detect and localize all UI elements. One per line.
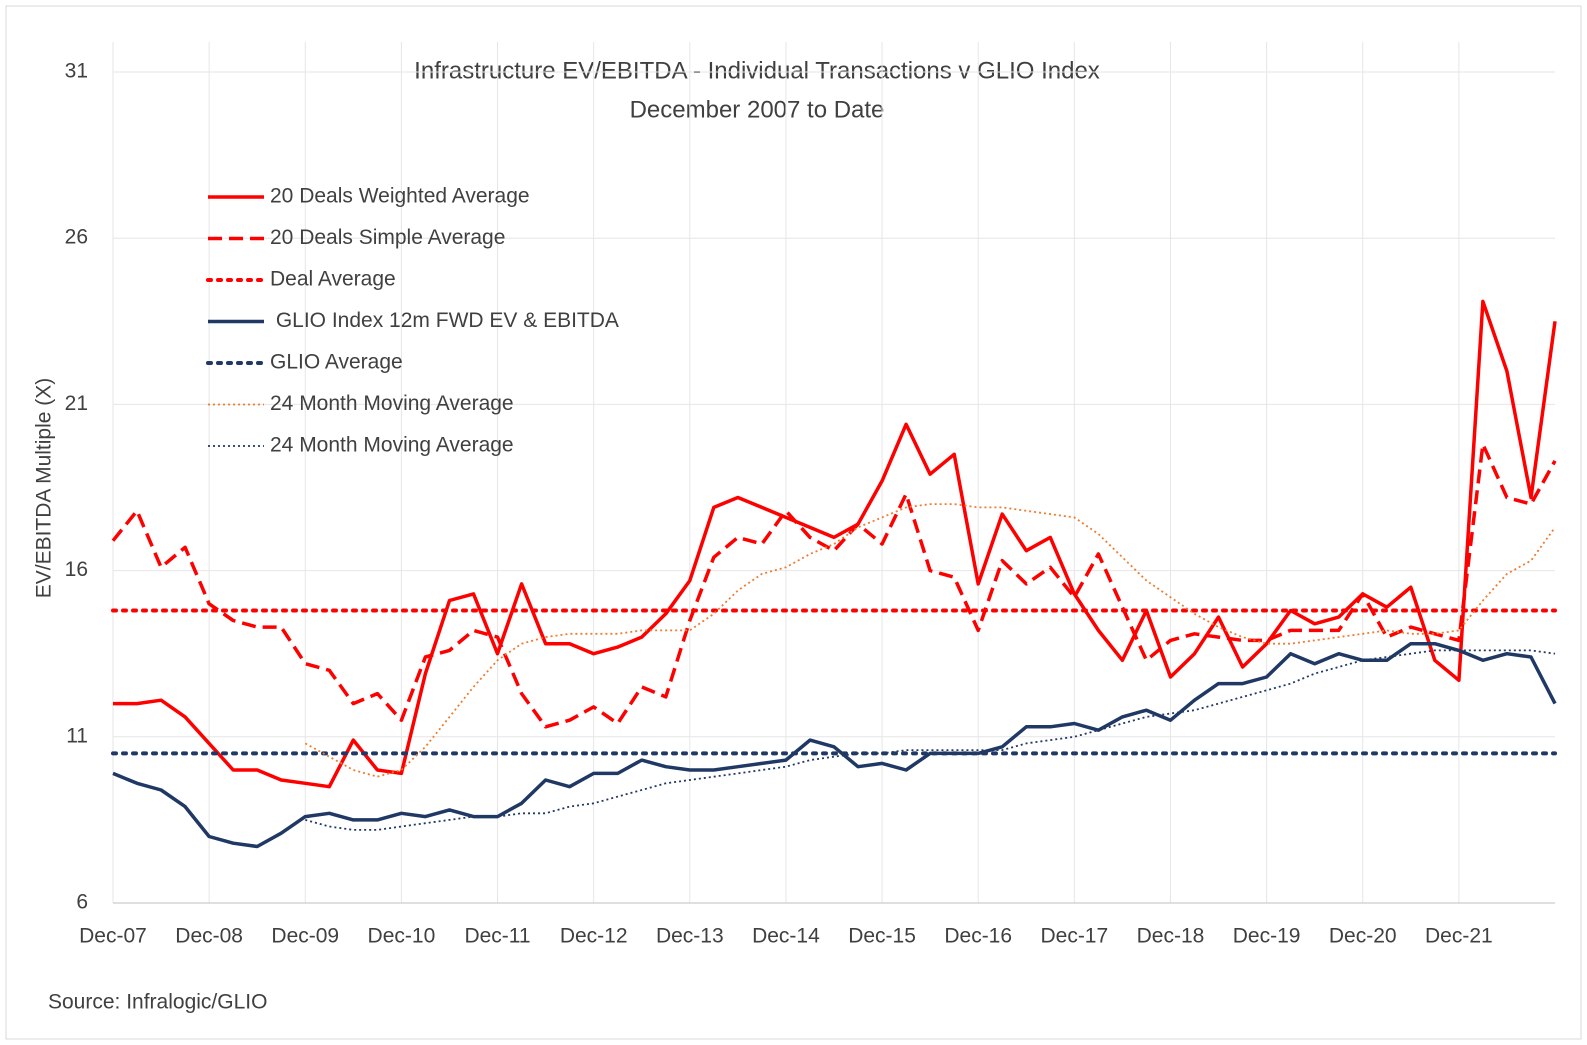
x-tick-label: Dec-10 (368, 925, 436, 948)
y-tick-label: 21 (65, 392, 88, 415)
legend-label: 24 Month Moving Average (270, 434, 514, 457)
y-axis-label: EV/EBITDA Multiple (X) (33, 378, 56, 599)
x-tick-label: Dec-21 (1425, 925, 1493, 948)
x-tick-label: Dec-15 (848, 925, 916, 948)
series-line (305, 649, 1556, 831)
y-tick-label: 31 (65, 60, 88, 83)
x-tick-label: Dec-11 (464, 925, 530, 948)
series-line (304, 503, 1556, 778)
x-tick-label: Dec-13 (656, 925, 724, 948)
x-tick-label: Dec-18 (1137, 925, 1205, 948)
chart-title: Infrastructure EV/EBITDA - Individual Tr… (414, 57, 1100, 84)
legend-label: 20 Deals Simple Average (270, 226, 505, 249)
y-tick-label: 6 (76, 891, 88, 914)
y-tick-label: 11 (66, 724, 88, 747)
series-line (112, 641, 1557, 849)
series-line (111, 442, 1557, 729)
series-line (113, 299, 1557, 789)
legend-label: GLIO Average (270, 351, 403, 374)
source-note: Source: Infralogic/GLIO (48, 991, 267, 1014)
x-tick-label: Dec-16 (944, 925, 1012, 948)
x-tick-label: Dec-19 (1233, 925, 1301, 948)
x-tick-label: Dec-08 (175, 925, 243, 948)
x-tick-label: Dec-12 (560, 925, 628, 948)
legend-label: 24 Month Moving Average (270, 392, 514, 415)
x-tick-label: Dec-20 (1329, 925, 1397, 948)
y-tick-label: 16 (65, 558, 88, 581)
chart-frame (5, 5, 1582, 1040)
x-tick-label: Dec-17 (1040, 925, 1108, 948)
legend-label: 20 Deals Weighted Average (270, 185, 530, 208)
legend-label: Deal Average (270, 268, 396, 291)
x-tick-label: Dec-14 (752, 925, 820, 948)
y-tick-label: 26 (65, 226, 88, 249)
x-tick-label: Dec-09 (271, 925, 339, 948)
legend-label: GLIO Index 12m FWD EV & EBITDA (270, 309, 619, 332)
x-tick-label: Dec-07 (79, 925, 147, 948)
chart-subtitle: December 2007 to Date (630, 96, 885, 123)
